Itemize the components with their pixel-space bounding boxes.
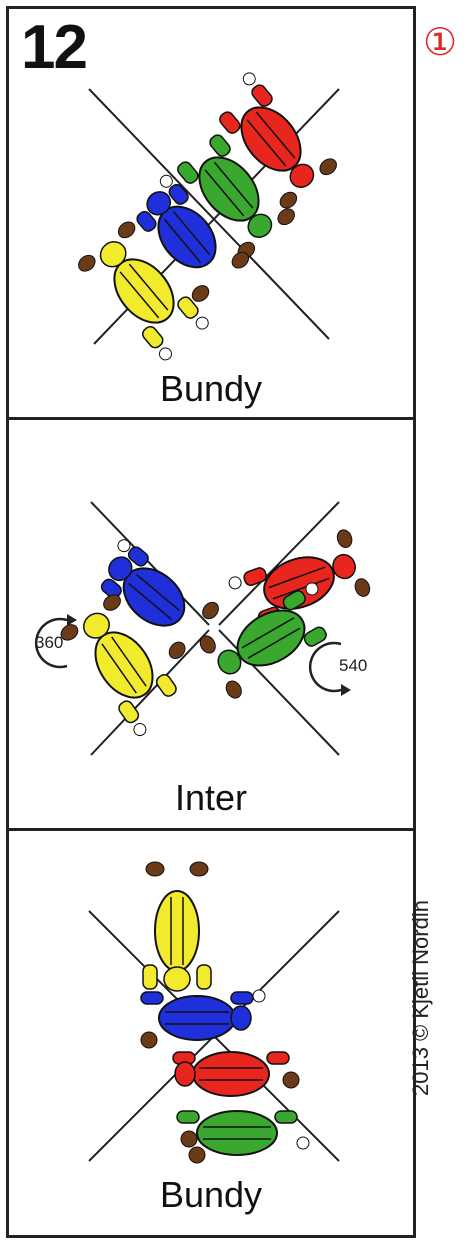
panel-divider	[9, 417, 413, 420]
panel-divider	[9, 828, 413, 831]
formation-bundy-1	[78, 72, 340, 361]
copyright-text: 2013 © Kjetil Nordin	[408, 900, 433, 1096]
panel-bundy-2: Bundy	[9, 831, 413, 1235]
jumper-yellow	[78, 221, 209, 361]
turn-label-360: 360	[35, 633, 64, 652]
panel-bundy-1: 12 Bundy	[9, 9, 413, 419]
jumper-blue	[140, 989, 266, 1049]
panel-caption: Bundy	[159, 368, 263, 409]
dive-card: 12 Bundy	[6, 6, 416, 1238]
page-marker: ①	[423, 22, 458, 64]
jumper-red	[219, 72, 337, 209]
panel-caption: Bundy	[159, 1174, 263, 1215]
jumper-yellow	[142, 861, 212, 992]
formation-bundy-2	[88, 861, 340, 1164]
rotation-arrow-540-icon	[308, 641, 351, 696]
jumper-red	[172, 1051, 300, 1097]
jumper-green	[177, 134, 295, 259]
jumper-blue	[100, 539, 219, 660]
panel-caption: Inter	[174, 777, 248, 818]
jumper-yellow	[60, 594, 177, 737]
jumper-blue	[136, 174, 250, 302]
turn-label-540: 540	[339, 656, 368, 675]
jumper-green	[176, 1110, 310, 1164]
dive-number: 12	[21, 13, 88, 82]
rotation-arrow-360-icon	[34, 614, 77, 669]
jumper-green	[199, 582, 327, 699]
panel-inter: 360 540 Inter	[9, 420, 413, 828]
formation-inter	[34, 501, 371, 756]
